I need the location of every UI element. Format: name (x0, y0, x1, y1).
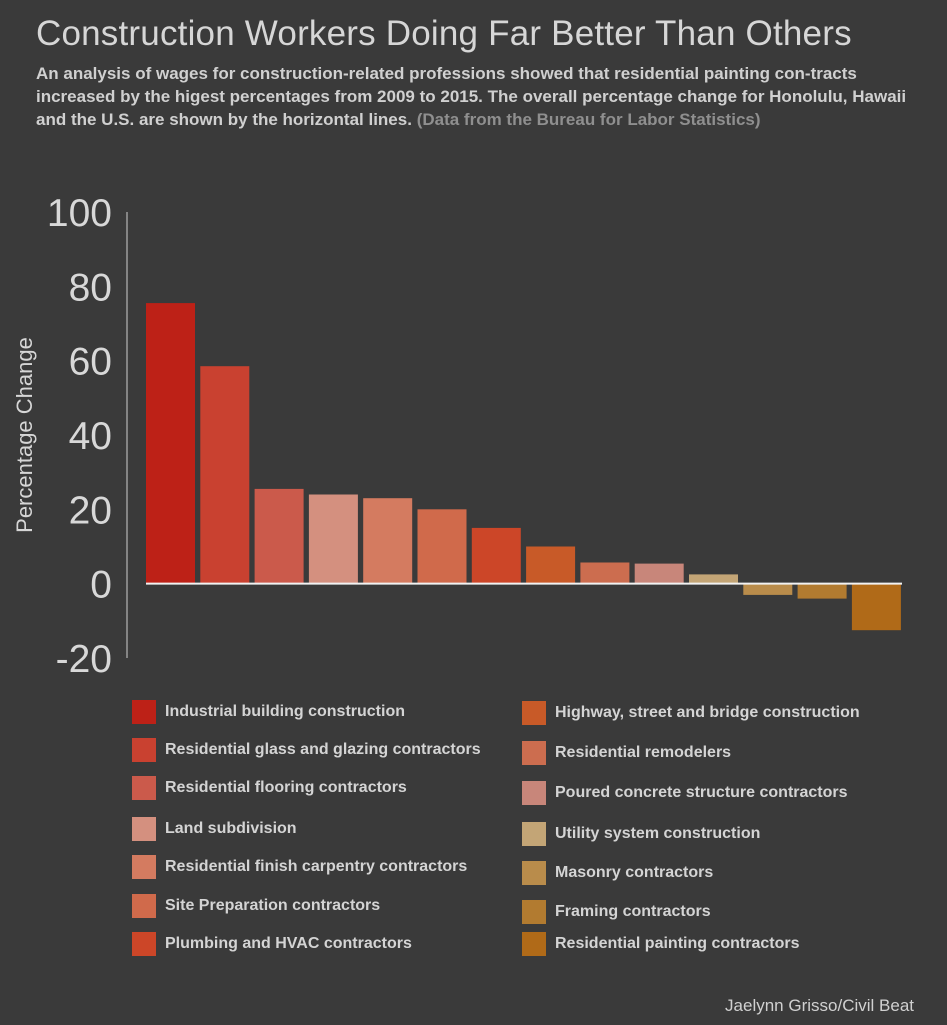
legend-swatch (132, 776, 156, 800)
bar (471, 527, 521, 584)
y-tick-label: 60 (69, 341, 112, 384)
bar (743, 583, 793, 595)
bar (146, 303, 195, 584)
legend-item: Residential finish carpentry contractors (132, 854, 467, 880)
legend-item: Residential remodelers (522, 740, 731, 766)
bar (797, 583, 847, 599)
legend-item: Plumbing and HVAC contractors (132, 931, 412, 957)
legend-label: Plumbing and HVAC contractors (165, 935, 412, 952)
legend-item: Framing contractors (522, 899, 711, 925)
legend-label: Residential finish carpentry contractors (165, 858, 468, 875)
legend-label: Land subdivision (165, 820, 297, 837)
y-tick-label: 0 (90, 564, 112, 607)
bar (308, 494, 358, 584)
legend-item: Residential flooring contractors (132, 775, 407, 801)
legend-swatch (132, 738, 156, 762)
data-source: (Data from the Bureau for Labor Statisti… (416, 110, 761, 129)
bar (417, 509, 467, 584)
subtitle-text: An analysis of wages for construction-re… (36, 64, 907, 129)
legend-label: Poured concrete structure contractors (555, 784, 848, 801)
legend-item: Highway, street and bridge construction (522, 700, 860, 726)
legend-label: Residential glass and glazing contractor… (165, 741, 481, 758)
bar (200, 366, 250, 584)
legend-swatch (522, 861, 546, 885)
legend-label: Utility system construction (555, 825, 761, 842)
y-tick-label: 20 (69, 489, 112, 532)
legend-swatch (132, 894, 156, 918)
bar (689, 574, 738, 584)
legend-swatch (522, 701, 546, 725)
bars (146, 303, 901, 631)
legend-item: Residential painting contractors (522, 931, 799, 957)
legend-swatch (522, 900, 546, 924)
legend-item: Utility system construction (522, 821, 760, 847)
legend-swatch (522, 781, 546, 805)
bar-chart: 100 80 60 40 20 0 -20 (47, 192, 902, 680)
legend-item: Residential glass and glazing contractor… (132, 737, 481, 763)
legend-label: Site Preparation contractors (165, 897, 381, 914)
legend-swatch (522, 932, 546, 956)
chart-subtitle: An analysis of wages for construction-re… (36, 62, 916, 131)
y-tick-label: 40 (69, 415, 112, 458)
legend-label: Highway, street and bridge construction (555, 704, 860, 721)
chart-title: Construction Workers Doing Far Better Th… (36, 14, 852, 53)
legend-label: Residential flooring contractors (165, 779, 407, 796)
legend-swatch (132, 932, 156, 956)
bar (254, 488, 304, 584)
legend-swatch (522, 741, 546, 765)
legend-label: Industrial building construction (165, 703, 405, 720)
legend-label: Residential painting contractors (555, 935, 800, 952)
legend-label: Residential remodelers (555, 744, 732, 761)
legend-item: Site Preparation contractors (132, 893, 380, 919)
credit: Jaelynn Grisso/Civil Beat (725, 996, 914, 1015)
y-tick-labels: 100 80 60 40 20 0 -20 (47, 192, 112, 680)
legend-item: Land subdivision (132, 816, 297, 842)
y-tick-label: 80 (69, 266, 112, 309)
bar (851, 583, 901, 631)
legend-swatch (132, 817, 156, 841)
legend-swatch (132, 700, 156, 724)
bar (363, 498, 413, 584)
legend-item: Poured concrete structure contractors (522, 780, 848, 806)
y-tick-label: -20 (56, 638, 112, 680)
legend-label: Framing contractors (555, 903, 711, 920)
bar (580, 562, 630, 584)
bar (634, 563, 684, 584)
bar (526, 546, 576, 584)
legend-label: Masonry contractors (555, 864, 714, 881)
legend-swatch (522, 822, 546, 846)
legend-swatch (132, 855, 156, 879)
y-tick-label: 100 (47, 192, 112, 235)
legend-item: Masonry contractors (522, 860, 713, 886)
legend-item: Industrial building construction (132, 699, 405, 725)
